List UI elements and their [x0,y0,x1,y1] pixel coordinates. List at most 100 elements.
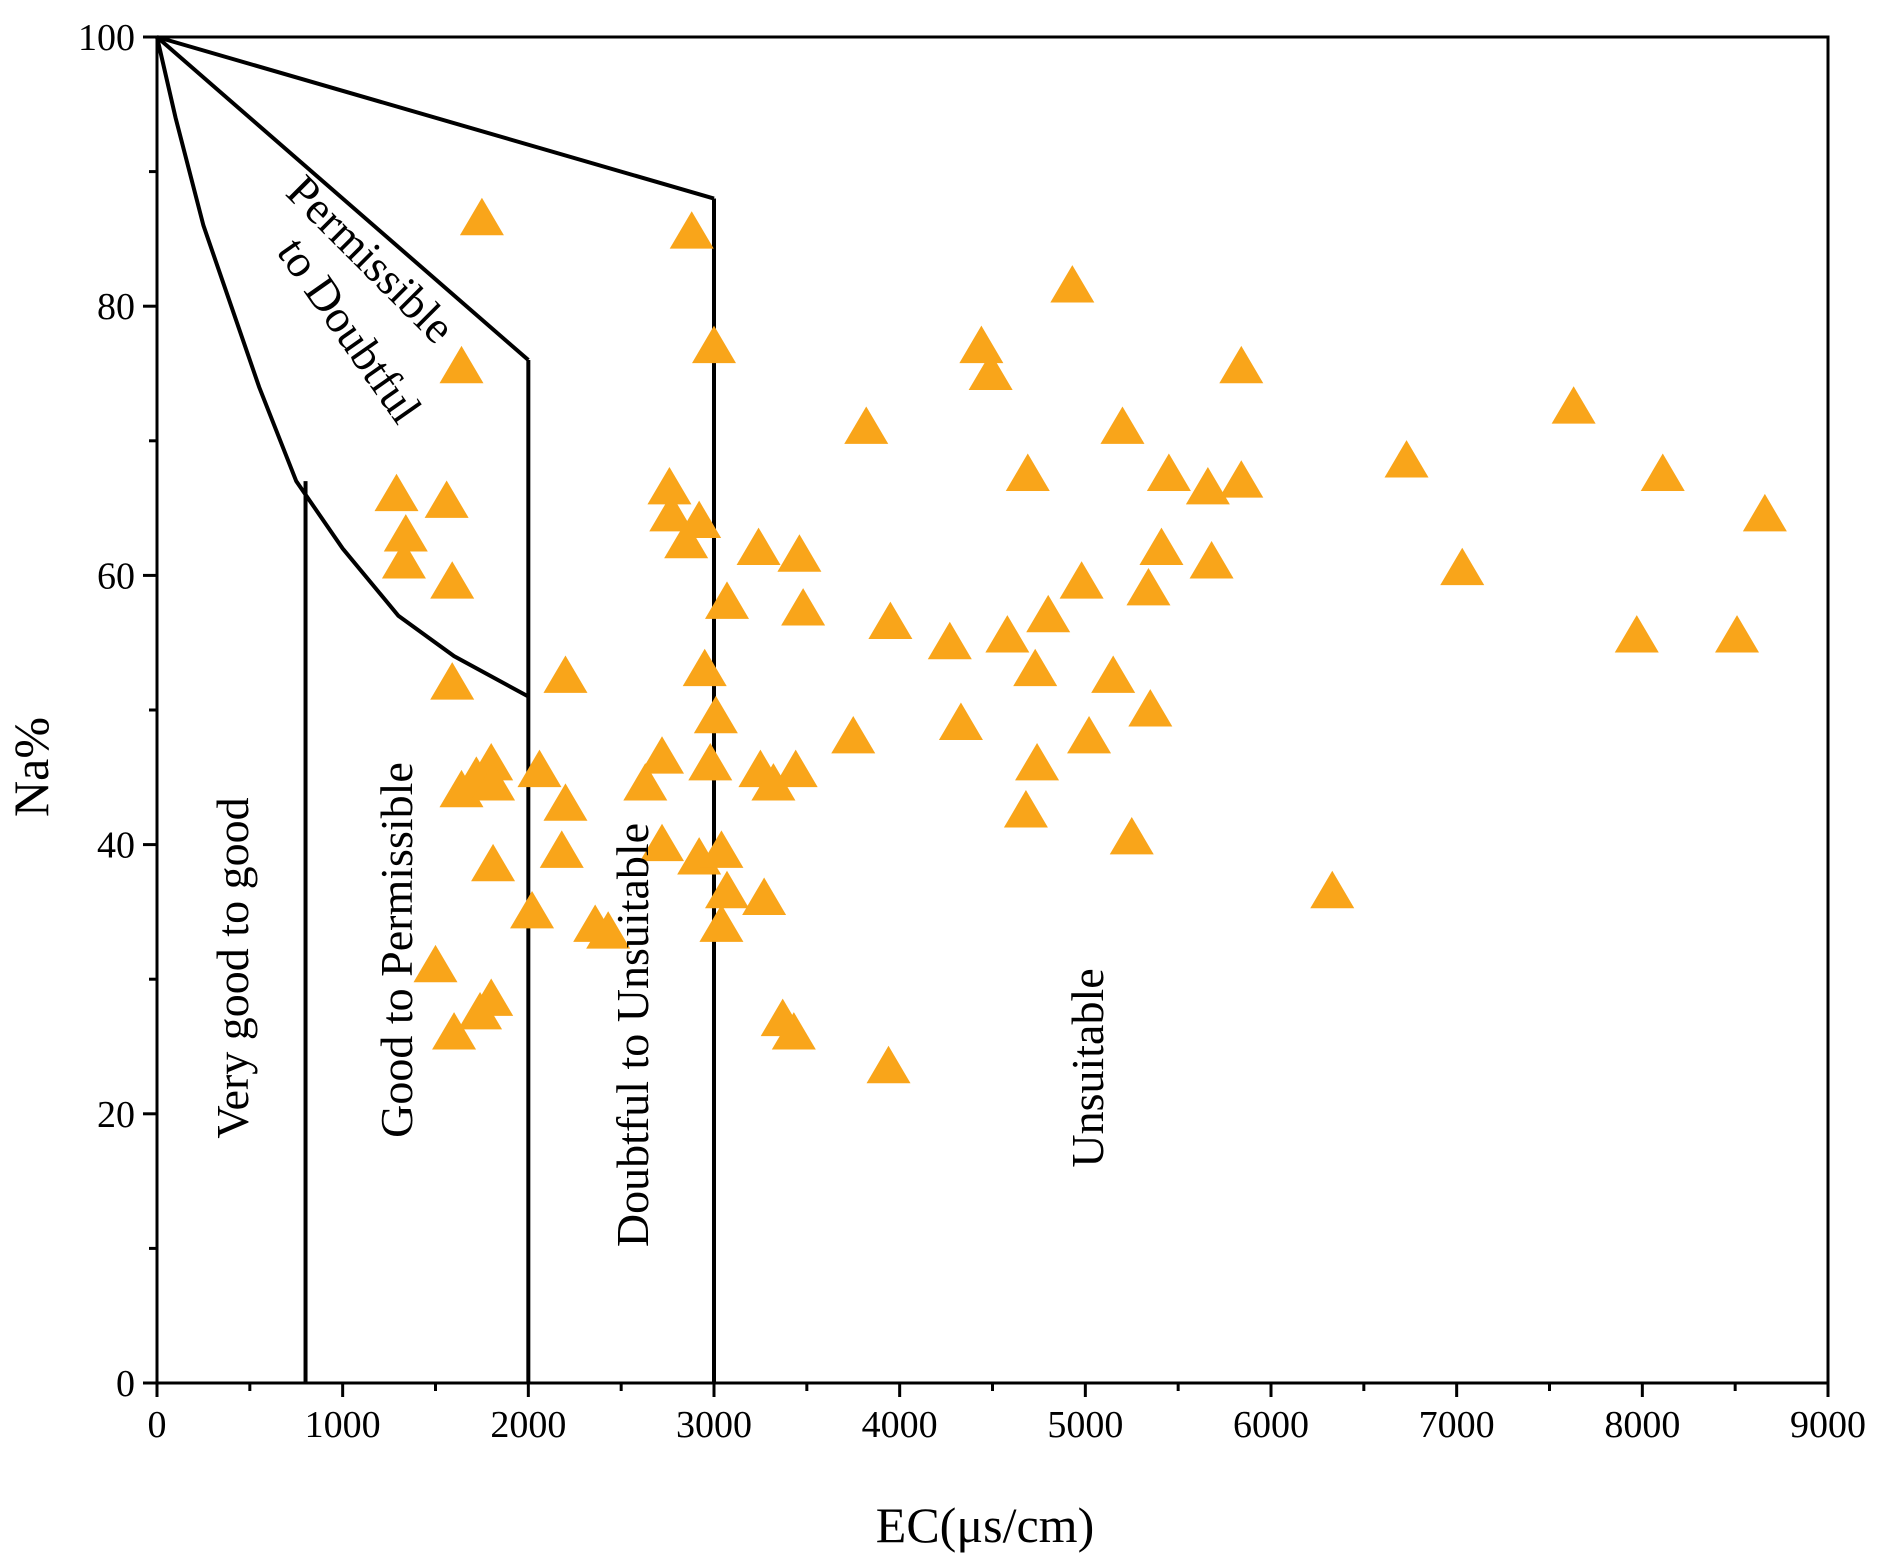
data-point [640,736,685,774]
y-axis-title: Na% [3,717,59,817]
x-tick-label: 8000 [1604,1404,1680,1446]
y-tick-label: 100 [78,17,135,59]
zone-label-very-good: Very good to good [207,797,258,1138]
data-point [1059,561,1104,599]
data-point [1050,265,1095,303]
data-point [1015,742,1060,781]
data-point [381,541,426,579]
data-point [968,352,1013,390]
boundary-line-permissible [156,35,715,201]
data-point [1640,453,1685,491]
data-points [374,197,1787,1084]
data-point [699,830,744,868]
data-point [1109,816,1154,855]
data-point [586,911,631,949]
x-axis-title: EC(μs/cm) [876,1497,1094,1553]
data-point [1126,567,1171,606]
data-point [1026,594,1071,633]
boundary-line-good [155,35,530,362]
zone-label-unsuitable: Unsuitable [1062,968,1113,1167]
data-point [1310,870,1355,909]
data-point [1091,655,1136,693]
zone-label-doubtful-to-unsuitable: Doubtful to Unsuitable [607,823,658,1247]
data-point [647,467,692,505]
zone-label-good-to-permissible: Good to Permissible [371,762,422,1138]
data-point [742,877,787,915]
boundary-curve-very-good [155,36,530,699]
data-point [471,843,516,882]
data-point [777,534,822,572]
y-axis-ticks: 0 20 40 60 80 100 [78,17,157,1405]
data-point [927,621,972,660]
data-point [682,648,727,687]
data-point [640,823,685,862]
y-tick-label: 0 [116,1363,135,1405]
data-point [543,783,588,821]
data-point [1742,493,1787,532]
data-point [1219,460,1264,498]
data-point [1440,547,1485,586]
data-point [1128,689,1173,727]
data-point [439,345,484,384]
data-point [664,520,709,559]
data-point [736,527,781,565]
data-point [1100,406,1145,444]
data-point [1005,453,1050,491]
data-point [374,473,419,512]
data-point [704,870,749,909]
plot-frame [155,35,1830,1385]
data-point [693,695,738,734]
data-point [517,749,562,788]
x-tick-label: 1000 [305,1404,381,1446]
data-point [432,1012,477,1050]
x-tick-label: 7000 [1419,1404,1495,1446]
data-point [868,601,913,640]
data-point [459,197,504,236]
data-point [649,493,694,532]
x-tick-label: 9000 [1790,1404,1866,1446]
y-tick-label: 20 [97,1094,135,1136]
y-tick-label: 60 [97,555,135,597]
data-point [866,1045,911,1084]
data-point [510,891,555,929]
data-point [1146,453,1191,491]
data-point [1003,790,1048,828]
data-point [985,615,1030,653]
data-point [771,1012,816,1050]
x-tick-label: 2000 [490,1404,566,1446]
data-point [669,211,714,249]
data-point [1384,440,1429,478]
data-point [1067,716,1112,754]
data-point [539,830,584,868]
zone-boundaries [155,35,716,1383]
data-point [692,325,736,364]
x-tick-label: 6000 [1233,1404,1309,1446]
x-tick-label: 0 [148,1404,167,1446]
data-point [383,514,428,552]
data-point [1715,615,1760,653]
data-point [1013,648,1058,687]
data-point [623,763,668,801]
data-point [1614,615,1659,653]
plot-border [155,35,1830,1385]
data-point [471,763,516,801]
data-point [458,991,503,1030]
data-point [430,662,475,700]
x-axis-ticks: 0 1000 2000 3000 4000 5000 6000 7000 8000 9000 [148,1383,1866,1446]
data-point [699,904,744,942]
y-tick-label: 80 [97,286,135,328]
data-point [938,702,983,740]
data-point [1139,527,1184,565]
x-tick-label: 3000 [676,1404,752,1446]
x-tick-label: 4000 [862,1404,938,1446]
data-point [413,944,458,983]
y-tick-label: 40 [97,825,135,867]
data-point [773,749,818,788]
data-point [424,480,469,518]
data-point [688,742,733,781]
data-point [831,716,876,754]
data-point [959,325,1004,364]
data-point [1219,345,1264,384]
data-point [1185,467,1230,505]
